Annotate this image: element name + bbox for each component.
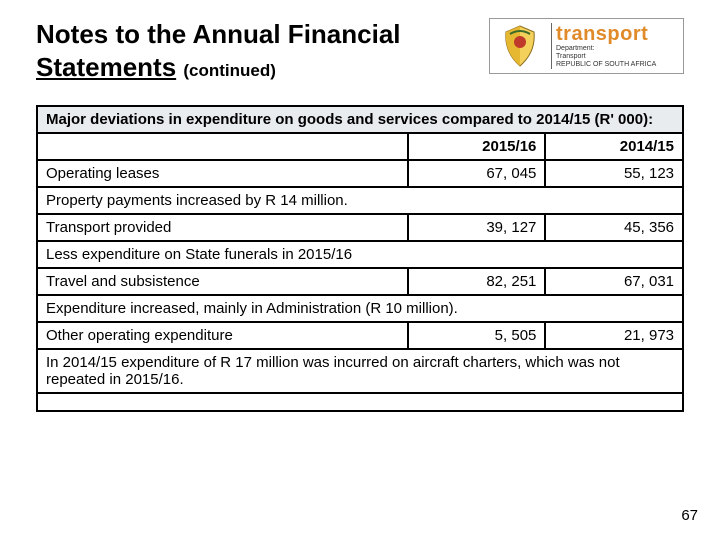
empty-cell xyxy=(37,393,683,411)
logo-text: transport Department: Transport REPUBLIC… xyxy=(556,23,656,68)
table-year-row: 2015/16 2014/15 xyxy=(37,133,683,160)
agency-logo: transport Department: Transport REPUBLIC… xyxy=(489,18,684,74)
page-number: 67 xyxy=(681,507,698,524)
table-note-row: Expenditure increased, mainly in Adminis… xyxy=(37,295,683,322)
row-current: 39, 127 xyxy=(408,214,546,241)
table-note-row: Less expenditure on State funerals in 20… xyxy=(37,241,683,268)
table-heading-row: Major deviations in expenditure on goods… xyxy=(37,106,683,133)
row-note: Less expenditure on State funerals in 20… xyxy=(37,241,683,268)
title-line2: Statements xyxy=(36,52,176,82)
row-prior: 67, 031 xyxy=(545,268,683,295)
table-note-row: Property payments increased by R 14 mill… xyxy=(37,187,683,214)
coat-of-arms-icon xyxy=(494,20,546,72)
table-row: Operating leases 67, 045 55, 123 xyxy=(37,160,683,187)
row-prior: 45, 356 xyxy=(545,214,683,241)
table-heading: Major deviations in expenditure on goods… xyxy=(37,106,683,133)
row-label: Transport provided xyxy=(37,214,408,241)
title-suffix: (continued) xyxy=(183,61,276,80)
table-note-row: In 2014/15 expenditure of R 17 million w… xyxy=(37,349,683,393)
row-prior: 21, 973 xyxy=(545,322,683,349)
row-current: 5, 505 xyxy=(408,322,546,349)
col-year-current: 2015/16 xyxy=(408,133,546,160)
title-line1: Notes to the Annual Financial xyxy=(36,19,401,49)
logo-dept1: Department: xyxy=(556,45,656,53)
row-current: 82, 251 xyxy=(408,268,546,295)
logo-divider xyxy=(551,23,552,69)
row-note: Property payments increased by R 14 mill… xyxy=(37,187,683,214)
blank-cell xyxy=(37,133,408,160)
deviations-table: Major deviations in expenditure on goods… xyxy=(36,105,684,412)
slide: Notes to the Annual Financial Statements… xyxy=(0,0,720,540)
logo-brand: transport xyxy=(556,23,656,45)
col-year-prior: 2014/15 xyxy=(545,133,683,160)
row-note: Expenditure increased, mainly in Adminis… xyxy=(37,295,683,322)
table-row: Other operating expenditure 5, 505 21, 9… xyxy=(37,322,683,349)
row-current: 67, 045 xyxy=(408,160,546,187)
table-row: Travel and subsistence 82, 251 67, 031 xyxy=(37,268,683,295)
row-note: In 2014/15 expenditure of R 17 million w… xyxy=(37,349,683,393)
table-row: Transport provided 39, 127 45, 356 xyxy=(37,214,683,241)
logo-dept2: Transport xyxy=(556,53,656,61)
row-label: Travel and subsistence xyxy=(37,268,408,295)
row-label: Operating leases xyxy=(37,160,408,187)
table-empty-row xyxy=(37,393,683,411)
row-label: Other operating expenditure xyxy=(37,322,408,349)
slide-title: Notes to the Annual Financial Statements… xyxy=(36,18,401,83)
row-prior: 55, 123 xyxy=(545,160,683,187)
title-area: Notes to the Annual Financial Statements… xyxy=(36,18,684,83)
logo-country: REPUBLIC OF SOUTH AFRICA xyxy=(556,61,656,69)
